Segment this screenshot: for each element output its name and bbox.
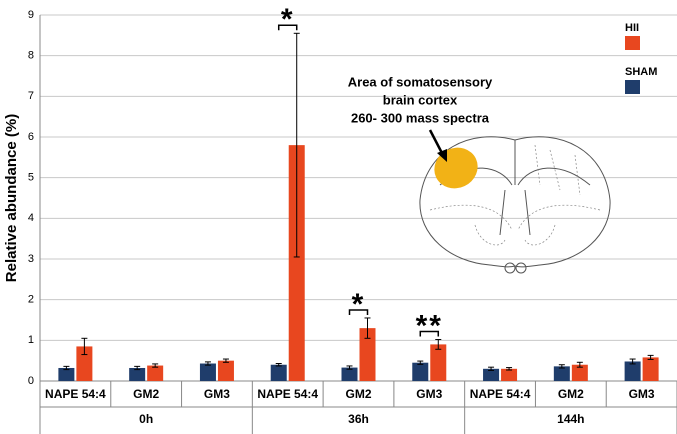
- significance-marker: **: [416, 309, 443, 342]
- significance-bracket: [277, 24, 298, 31]
- error-bar: [134, 365, 141, 371]
- inset-text: 260- 300 mass spectra: [351, 110, 490, 125]
- y-tick-label: 4: [28, 212, 34, 224]
- bar: [270, 364, 287, 381]
- x-tick-label: NAPE 54:4: [470, 387, 531, 401]
- y-axis-label: Relative abundance (%): [3, 114, 20, 282]
- bar: [147, 365, 164, 381]
- x-tick-label: GM3: [416, 387, 442, 401]
- error-bar: [576, 361, 583, 368]
- legend-label: HII: [625, 22, 639, 34]
- x-tick-label: GM3: [204, 387, 230, 401]
- y-tick-label: 8: [28, 50, 34, 62]
- y-tick-label: 6: [28, 131, 34, 143]
- brain-diagram: [419, 129, 611, 274]
- x-tick-label: NAPE 54:4: [257, 387, 318, 401]
- y-tick-label: 5: [28, 172, 34, 184]
- group-label: 144h: [557, 412, 584, 426]
- bar: [624, 361, 641, 381]
- inset-text: Area of somatosensory: [348, 74, 493, 89]
- error-bar: [364, 317, 371, 339]
- inset-text: brain cortex: [383, 92, 458, 107]
- legend-swatch: [625, 36, 640, 50]
- group-label: 0h: [139, 412, 153, 426]
- error-bar: [346, 365, 353, 370]
- error-bar: [558, 364, 565, 369]
- bar: [341, 367, 358, 381]
- bar: [501, 368, 518, 381]
- x-tick-label: GM2: [133, 387, 159, 401]
- significance-bracket: [348, 309, 369, 315]
- significance-bracket: [419, 330, 440, 337]
- bar: [217, 360, 234, 381]
- error-bar: [647, 354, 654, 360]
- error-bar: [435, 339, 442, 350]
- group-label: 36h: [348, 412, 369, 426]
- bar: [553, 366, 570, 381]
- error-bar: [222, 358, 229, 363]
- bar: [129, 367, 146, 381]
- bar: [483, 368, 500, 381]
- error-bar: [293, 32, 300, 258]
- error-bar: [204, 361, 211, 366]
- significance-marker: *: [352, 288, 366, 321]
- error-bar: [275, 363, 282, 367]
- y-tick-label: 1: [28, 334, 34, 346]
- error-bar: [417, 360, 424, 365]
- y-tick-label: 7: [28, 90, 34, 102]
- y-tick-label: 3: [28, 253, 34, 265]
- error-bar: [506, 367, 513, 371]
- error-bar: [152, 363, 159, 368]
- legend-label: SHAM: [625, 66, 657, 78]
- x-tick-label: GM2: [558, 387, 584, 401]
- y-tick-label: 9: [28, 9, 34, 21]
- x-tick-label: GM2: [345, 387, 371, 401]
- y-tick-label: 2: [28, 294, 34, 306]
- bar: [58, 367, 75, 381]
- x-tick-label: NAPE 54:4: [45, 387, 106, 401]
- legend-swatch: [625, 80, 640, 94]
- x-tick-label: GM3: [629, 387, 655, 401]
- error-bar: [629, 358, 636, 365]
- error-bar: [63, 365, 70, 371]
- bar: [288, 145, 305, 381]
- error-bar: [81, 337, 88, 356]
- bar: [430, 344, 447, 381]
- bar: [199, 363, 216, 381]
- y-tick-label: 0: [28, 375, 34, 387]
- bar: [571, 364, 588, 381]
- bar: [359, 328, 376, 381]
- bar: [642, 357, 659, 381]
- significance-marker: *: [281, 3, 295, 36]
- bar: [412, 362, 429, 381]
- bar: [76, 346, 93, 381]
- error-bar: [488, 366, 495, 371]
